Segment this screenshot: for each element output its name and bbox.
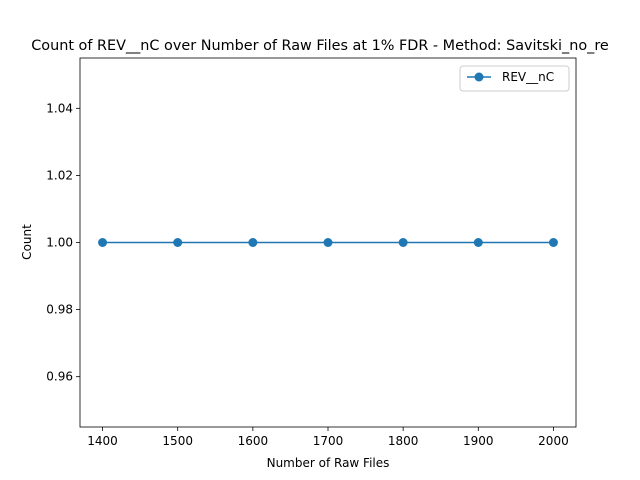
plot-area bbox=[98, 238, 558, 247]
y-tick-label: 0.96 bbox=[46, 370, 73, 384]
x-tick-label: 1600 bbox=[238, 434, 269, 448]
legend-label: REV__nC bbox=[502, 70, 554, 84]
y-tick-label: 1.02 bbox=[46, 168, 73, 182]
legend-marker-icon bbox=[474, 72, 484, 82]
x-tick-label: 1900 bbox=[463, 434, 494, 448]
axes: 1400 1500 1600 1700 1800 1900 2000 0.96 0.98 1.00… bbox=[46, 101, 568, 448]
y-tick-label: 1.04 bbox=[46, 101, 73, 115]
data-point bbox=[473, 238, 483, 247]
legend-frame bbox=[459, 65, 570, 92]
chart-title: Count of REV__nC over Number of Raw File… bbox=[31, 38, 609, 54]
axes-frame bbox=[79, 57, 577, 428]
x-tick-label: 1500 bbox=[162, 434, 193, 448]
x-axis-label: Number of Raw Files bbox=[267, 456, 390, 470]
x-tick-label: 2000 bbox=[538, 434, 569, 448]
y-tick-label: 1.00 bbox=[46, 236, 73, 250]
x-tick-label: 1400 bbox=[87, 434, 118, 448]
y-axis-label: Count bbox=[20, 224, 34, 260]
y-tick-label: 0.98 bbox=[46, 303, 73, 317]
data-point bbox=[173, 238, 183, 247]
legend: REV__nC bbox=[459, 65, 570, 92]
data-point bbox=[98, 238, 108, 247]
data-point bbox=[248, 238, 258, 247]
data-point bbox=[323, 238, 333, 247]
x-tick-label: 1700 bbox=[313, 434, 344, 448]
data-point bbox=[548, 238, 558, 247]
x-tick-label: 1800 bbox=[388, 434, 419, 448]
data-point bbox=[398, 238, 408, 247]
